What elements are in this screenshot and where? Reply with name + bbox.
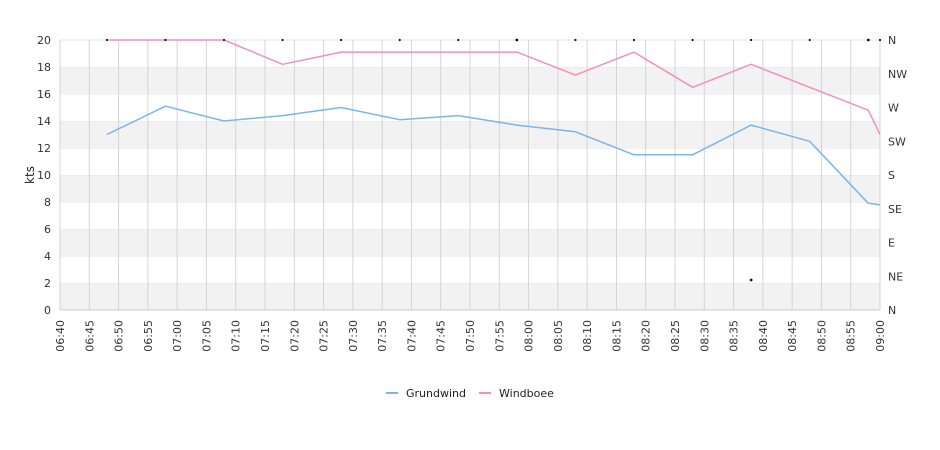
x-tick-label: 07:15 bbox=[259, 320, 272, 352]
y-tick-label: 20 bbox=[37, 34, 51, 47]
x-tick-label: 08:50 bbox=[815, 320, 828, 352]
legend[interactable]: Grundwind Windboee bbox=[386, 387, 554, 400]
x-tick-label: 07:05 bbox=[200, 320, 213, 352]
x-axis-labels: 06:40 06:45 06:50 06:55 07:00 07:05 07:10 07:15… bbox=[54, 320, 887, 352]
y-tick-label: 14 bbox=[37, 115, 51, 128]
x-tick-label: 06:45 bbox=[83, 320, 96, 352]
direction-marker bbox=[398, 38, 401, 42]
x-tick-label: 08:30 bbox=[698, 320, 711, 352]
direction-tick-label: SE bbox=[888, 203, 902, 216]
direction-marker bbox=[340, 38, 343, 42]
legend-label: Grundwind bbox=[406, 387, 466, 400]
direction-marker bbox=[515, 38, 519, 42]
direction-marker bbox=[164, 38, 167, 42]
x-tick-label: 08:45 bbox=[786, 320, 799, 352]
x-tick-label: 07:30 bbox=[347, 320, 360, 352]
x-tick-label: 07:10 bbox=[230, 320, 243, 352]
x-tick-label: 08:10 bbox=[581, 320, 594, 352]
y-tick-label: 10 bbox=[37, 169, 51, 182]
x-tick-label: 07:45 bbox=[435, 320, 448, 352]
direction-axis-labels: N NE E SE S SW W NW N bbox=[888, 34, 907, 317]
legend-label: Windboee bbox=[499, 387, 554, 400]
direction-marker bbox=[105, 38, 108, 42]
direction-marker bbox=[457, 38, 460, 42]
x-tick-label: 07:00 bbox=[171, 320, 184, 352]
x-tick-label: 06:55 bbox=[142, 320, 155, 352]
direction-marker bbox=[574, 38, 577, 42]
direction-tick-label: N bbox=[888, 304, 896, 317]
y-tick-label: 0 bbox=[44, 304, 51, 317]
x-tick-label: 08:25 bbox=[669, 320, 682, 352]
direction-marker bbox=[691, 38, 694, 42]
direction-tick-label: E bbox=[888, 237, 895, 250]
x-tick-label: 08:20 bbox=[640, 320, 653, 352]
y-tick-label: 12 bbox=[37, 142, 51, 155]
direction-tick-label: NE bbox=[888, 270, 903, 283]
direction-marker bbox=[866, 38, 870, 42]
direction-tick-label: S bbox=[888, 169, 895, 182]
direction-tick-label: N bbox=[888, 34, 896, 47]
vertical-gridlines bbox=[59, 40, 881, 310]
x-tick-label: 07:25 bbox=[318, 320, 331, 352]
x-tick-label: 07:35 bbox=[376, 320, 389, 352]
direction-marker bbox=[222, 38, 226, 42]
x-tick-label: 08:05 bbox=[552, 320, 565, 352]
x-tick-label: 06:40 bbox=[54, 320, 67, 352]
direction-marker bbox=[808, 38, 811, 42]
x-tick-label: 09:00 bbox=[874, 320, 887, 352]
x-tick-label: 08:55 bbox=[845, 320, 858, 352]
y-tick-label: 8 bbox=[44, 196, 51, 209]
x-tick-label: 07:55 bbox=[493, 320, 506, 352]
x-tick-label: 08:15 bbox=[610, 320, 623, 352]
x-tick-label: 08:40 bbox=[757, 320, 770, 352]
x-tick-label: 08:35 bbox=[728, 320, 741, 352]
y-axis-labels: 0 2 4 6 8 10 12 14 16 18 20 bbox=[37, 34, 51, 317]
direction-marker bbox=[281, 38, 284, 42]
direction-markers bbox=[105, 38, 882, 282]
legend-item-windboee[interactable]: Windboee bbox=[479, 387, 554, 400]
direction-marker bbox=[750, 38, 753, 42]
direction-marker bbox=[749, 278, 753, 282]
y-axis-title: kts bbox=[23, 166, 37, 184]
x-tick-label: 07:20 bbox=[288, 320, 301, 352]
series-lines bbox=[106, 39, 881, 206]
x-tick-label: 07:50 bbox=[464, 320, 477, 352]
legend-item-grundwind[interactable]: Grundwind bbox=[386, 387, 466, 400]
direction-marker bbox=[632, 38, 636, 42]
y-tick-label: 2 bbox=[44, 277, 51, 290]
x-tick-label: 08:00 bbox=[523, 320, 536, 352]
x-tick-label: 07:40 bbox=[405, 320, 418, 352]
y-tick-label: 6 bbox=[44, 223, 51, 236]
direction-marker bbox=[878, 38, 882, 42]
series-line-grundwind bbox=[106, 105, 881, 206]
y-tick-label: 18 bbox=[37, 61, 51, 74]
x-tick-label: 06:50 bbox=[113, 320, 126, 352]
direction-tick-label: SW bbox=[888, 135, 906, 148]
direction-tick-label: W bbox=[888, 102, 899, 115]
y-tick-label: 16 bbox=[37, 88, 51, 101]
direction-tick-label: NW bbox=[888, 68, 907, 81]
series-line-windboee bbox=[106, 39, 881, 135]
y-tick-label: 4 bbox=[44, 250, 51, 263]
